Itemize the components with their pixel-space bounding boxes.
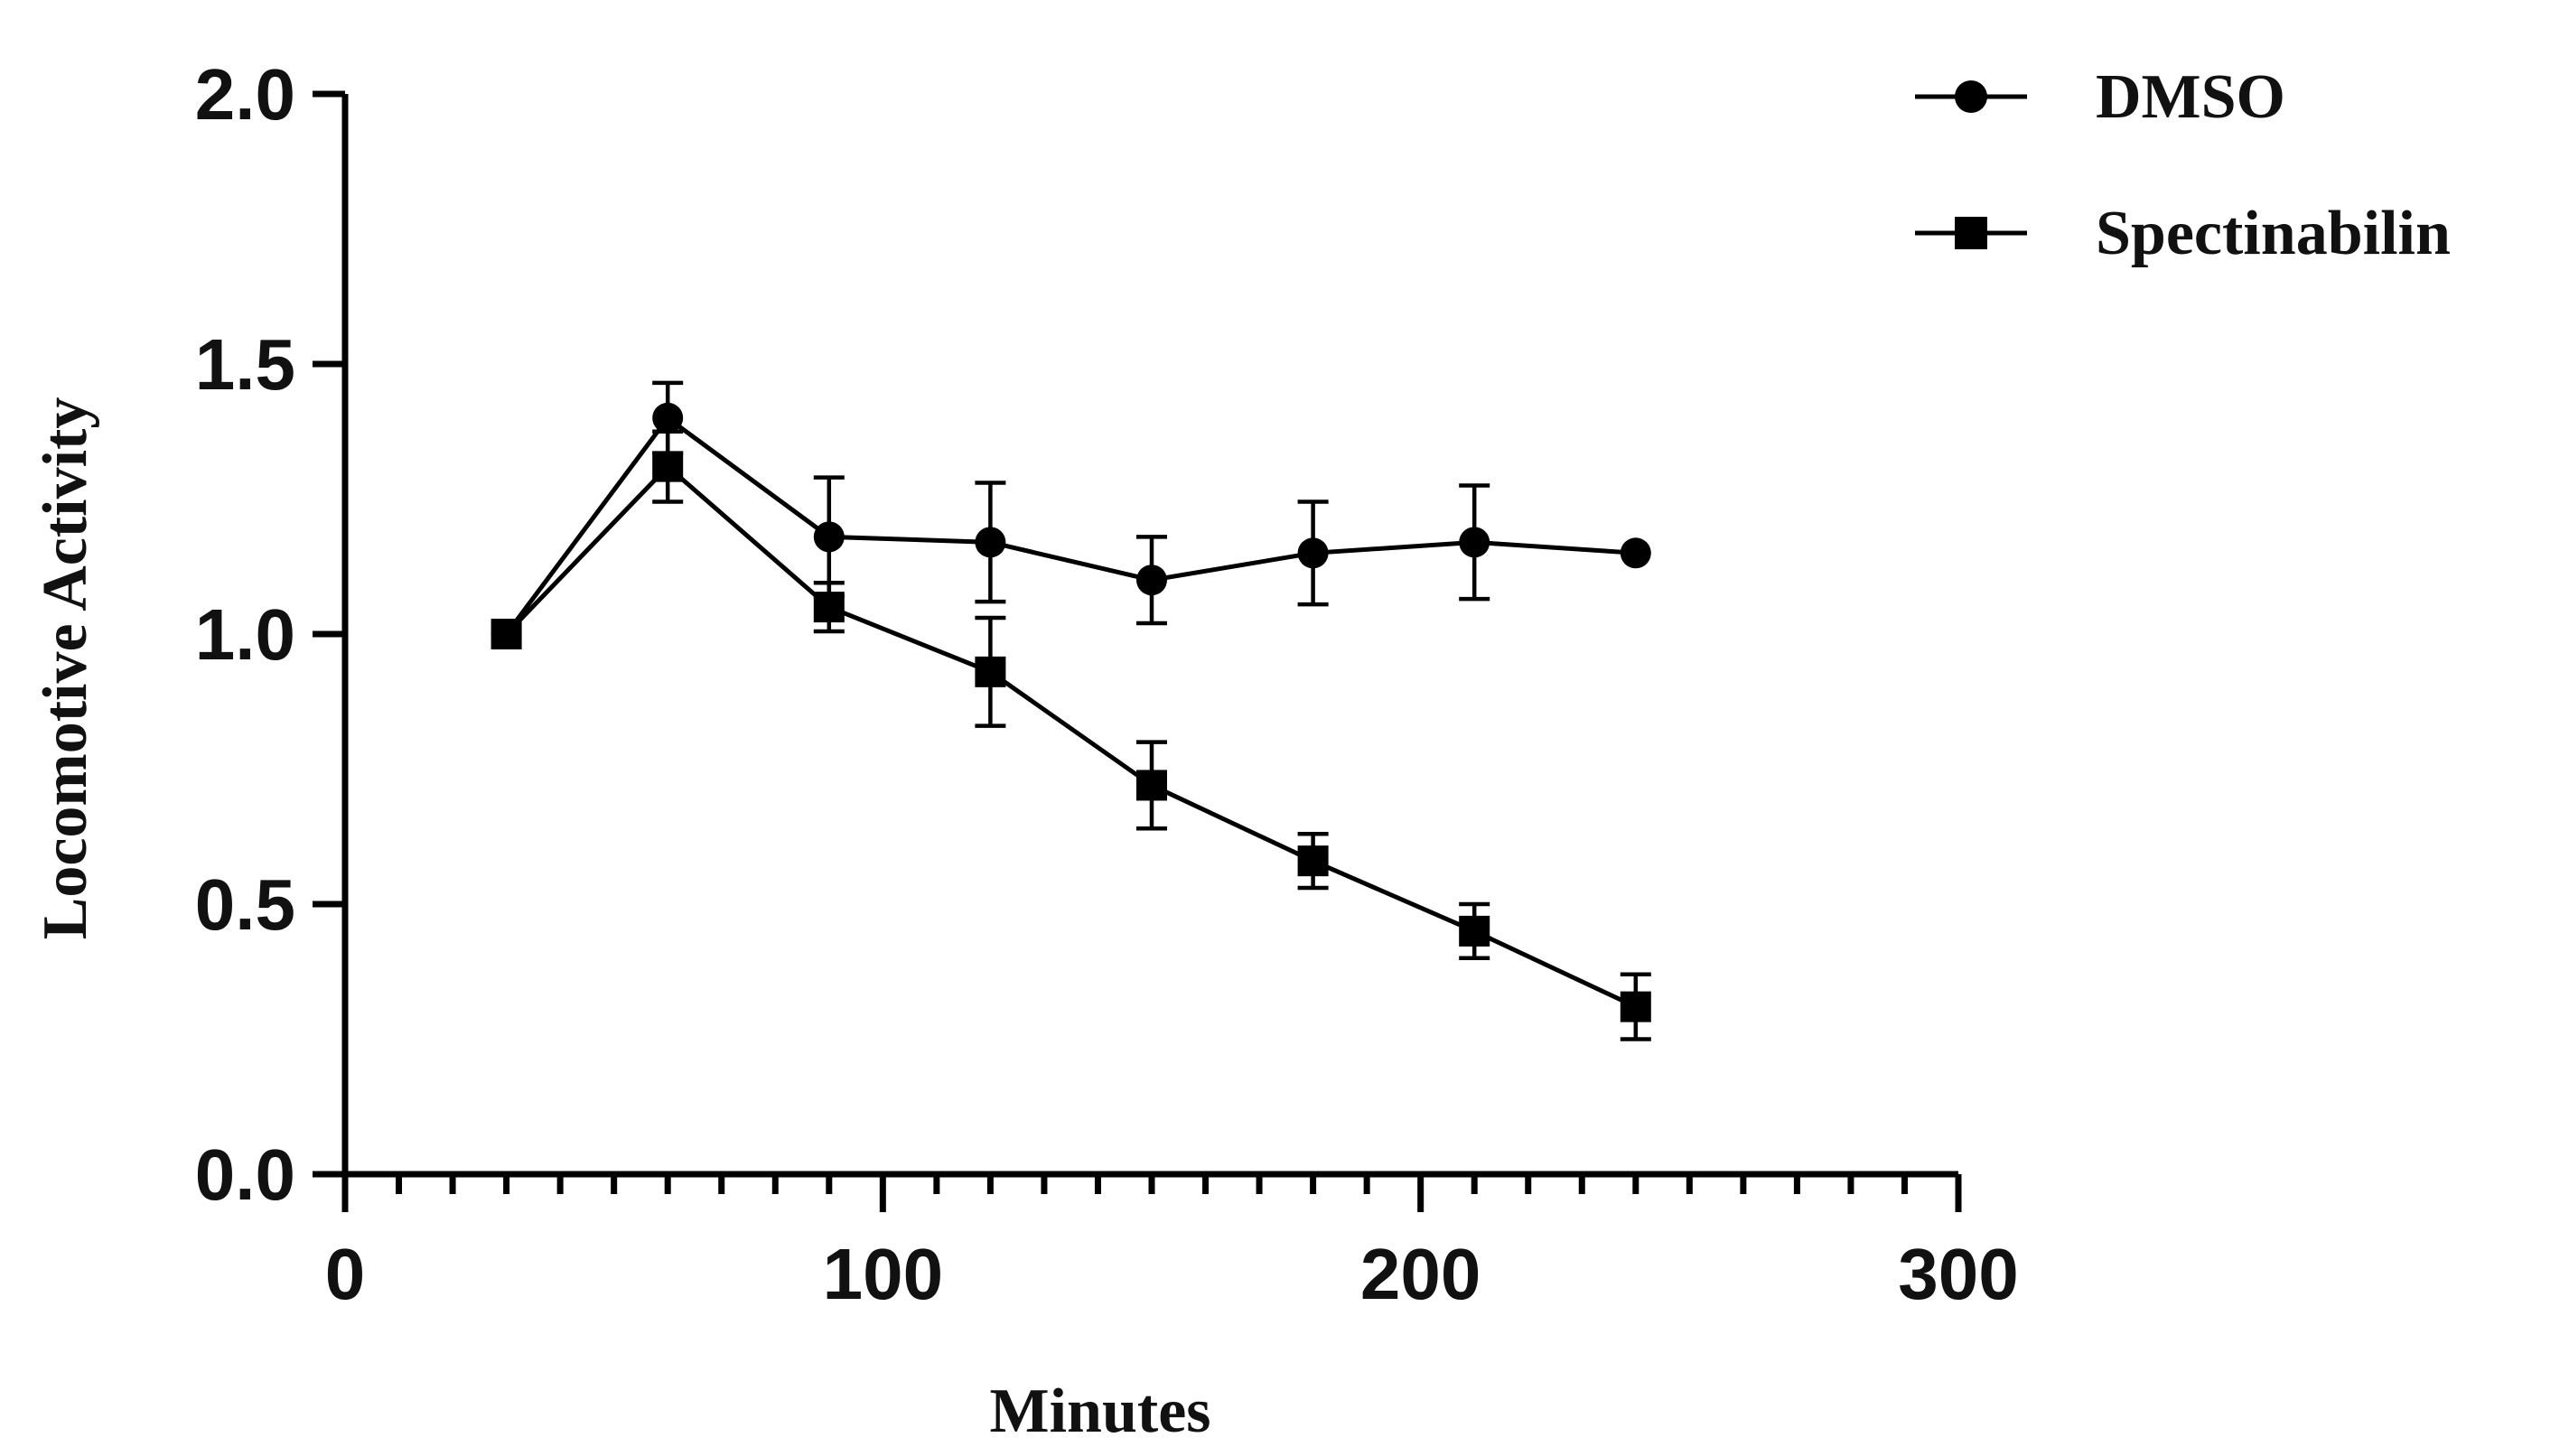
data-point-spectinabilin: [1459, 915, 1490, 947]
x-tick-label: 200: [1360, 1234, 1481, 1314]
data-point-spectinabilin: [1136, 770, 1167, 801]
data-point-dmso: [1136, 565, 1167, 596]
x-tick-label: 300: [1898, 1234, 2018, 1314]
legend: DMSO Spectinabilin: [1915, 62, 2451, 268]
data-point-spectinabilin: [652, 451, 684, 482]
data-point-dmso: [1620, 537, 1651, 569]
y-tick-label: 0.5: [195, 864, 295, 945]
legend-label-spectinabilin: Spectinabilin: [2096, 199, 2451, 268]
x-tick-label: 0: [325, 1234, 366, 1314]
data-point-dmso: [975, 527, 1006, 558]
x-axis-title: Minutes: [990, 1377, 1211, 1446]
data-point-spectinabilin: [975, 656, 1006, 687]
data-point-dmso: [813, 521, 845, 553]
data-point-dmso: [652, 402, 684, 434]
y-tick-label: 1.0: [195, 594, 295, 675]
y-tick-label: 2.0: [195, 54, 295, 135]
legend-marker-spectinabilin: [1955, 217, 1987, 249]
data-point-spectinabilin: [1620, 991, 1651, 1022]
legend-label-dmso: DMSO: [2096, 62, 2285, 132]
data-point-spectinabilin: [813, 592, 845, 623]
series-line-spectinabilin: [504, 463, 1637, 1009]
data-point-dmso: [1459, 527, 1490, 558]
data-point-spectinabilin: [1297, 845, 1329, 877]
legend-marker-dmso: [1955, 80, 1987, 113]
y-tick-label: 1.5: [195, 324, 295, 405]
series-spectinabilin: [490, 429, 1651, 1041]
series-dmso: [490, 380, 1651, 649]
y-axis-title: Locomotive Activity: [31, 397, 100, 940]
x-tick-label: 100: [823, 1234, 943, 1314]
y-tick-label: 0.0: [195, 1134, 295, 1215]
data-point-spectinabilin: [490, 619, 522, 649]
series-line-dmso: [504, 415, 1636, 636]
data-point-dmso: [1297, 537, 1329, 569]
